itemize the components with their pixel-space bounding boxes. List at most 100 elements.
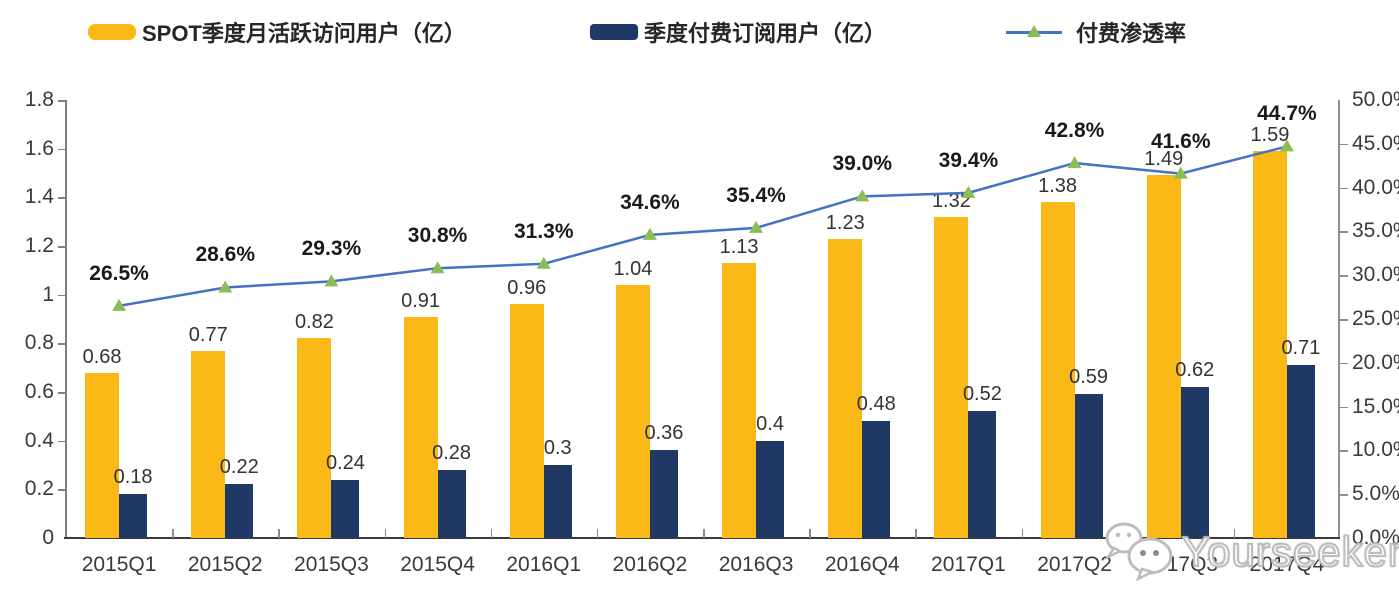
mau-bar-label: 1.38 — [1038, 175, 1078, 198]
subscribers-bar — [225, 484, 254, 538]
subscribers-bar — [862, 421, 891, 538]
x-axis-tick — [596, 529, 599, 538]
right-axis-tick-label: 35.0% — [1352, 219, 1399, 243]
x-axis-tick-label: 2016Q1 — [506, 553, 582, 576]
left-axis-tick-label: 1.2 — [24, 234, 54, 257]
mau-bar-label: 1.59 — [1250, 124, 1290, 147]
penetration-label: 28.6% — [195, 243, 256, 267]
right-axis-tick-label: 30.0% — [1352, 263, 1399, 287]
mau-bar-label: 1.13 — [719, 236, 759, 259]
left-axis-tick-label: 0.2 — [24, 477, 54, 501]
mau-bar — [615, 284, 650, 538]
left-axis-tick — [58, 440, 66, 443]
penetration-label: 31.3% — [513, 219, 574, 243]
subscribers-bar-label: 0.4 — [756, 412, 784, 435]
x-axis-tick-label: 2015Q2 — [187, 553, 263, 576]
penetration-line-swatch — [1006, 25, 1062, 38]
mau-bar — [934, 216, 969, 538]
x-axis-tick — [1127, 529, 1130, 538]
mau-bar — [722, 263, 757, 538]
subscribers-bar-label: 0.71 — [1281, 337, 1321, 360]
right-axis-tick-label: 40.0% — [1352, 175, 1399, 199]
right-axis-tick-label: 15.0% — [1352, 394, 1399, 418]
x-axis-tick-label: 2015Q3 — [294, 553, 369, 576]
left-axis-tick — [58, 489, 66, 491]
left-axis-tick-label: 1.8 — [24, 88, 54, 111]
mau-bar-label: 1.32 — [931, 189, 971, 212]
legend-label-mau: SPOT季度月活跃访问用户（亿） — [142, 21, 466, 46]
right-axis-tick — [1340, 494, 1348, 496]
penetration-label: 41.6% — [1150, 129, 1211, 153]
left-axis-tick-label: 0 — [42, 526, 54, 549]
right-axis-tick-label: 5.0% — [1352, 482, 1399, 506]
right-axis-tick — [1340, 319, 1348, 321]
x-axis-tick — [490, 529, 493, 538]
legend-item-penetration: 付费渗透率 — [1006, 16, 1186, 48]
x-axis-tick — [384, 529, 386, 538]
left-axis-tick — [58, 392, 66, 394]
subscribers-bar-label: 0.18 — [113, 466, 153, 489]
subscribers-bar — [1180, 387, 1209, 538]
subscribers-bar-label: 0.59 — [1069, 366, 1109, 389]
subscribers-series-swatch — [590, 24, 638, 40]
left-axis-line — [65, 100, 67, 538]
mau-bar — [828, 238, 863, 538]
subscribers-bar — [1074, 394, 1103, 538]
legend-label-subscribers: 季度付费订阅用户（亿） — [644, 21, 887, 46]
right-axis-tick — [1340, 143, 1348, 146]
mau-bar-label: 0.82 — [294, 311, 334, 334]
subscribers-bar-label: 0.62 — [1175, 359, 1215, 382]
subscribers-bar-label: 0.28 — [432, 441, 472, 464]
right-axis-tick-label: 25.0% — [1352, 307, 1399, 330]
right-axis-tick-label: 10.0% — [1352, 438, 1399, 462]
x-axis-tick — [703, 529, 705, 538]
penetration-label: 35.4% — [726, 183, 786, 207]
subscribers-bar-label: 0.36 — [644, 422, 684, 445]
penetration-label: 26.5% — [89, 261, 149, 285]
x-axis-tick-label: 2015Q1 — [81, 553, 157, 576]
x-axis-tick-label: 2016Q3 — [718, 553, 794, 576]
legend-item-mau: SPOT季度月活跃访问用户（亿） — [88, 16, 466, 48]
left-axis-tick-label: 0.8 — [24, 331, 54, 355]
subscribers-bar — [968, 411, 997, 538]
plot-area: 0.68 0.18 26.5% 0.77 0.22 28.6% 0.82 0.24 29.3% 0… — [66, 100, 1340, 538]
x-axis-tick — [1021, 529, 1023, 538]
mau-bar — [509, 304, 544, 538]
mau-bar-label: 1.04 — [613, 257, 653, 280]
right-axis-tick — [1340, 231, 1348, 233]
left-axis-tick-label: 0.4 — [24, 428, 54, 452]
x-axis-tick — [1233, 529, 1236, 538]
right-axis-tick — [1340, 275, 1348, 277]
left-axis-tick — [58, 100, 66, 102]
x-axis-tick-label: 2017Q1 — [931, 553, 1006, 576]
subscribers-bar — [437, 469, 466, 538]
x-axis-tick — [278, 529, 280, 538]
x-axis-line — [64, 537, 1340, 539]
x-axis-tick-label: 2016Q2 — [612, 553, 688, 576]
mau-bar — [1146, 175, 1181, 538]
mau-bar — [1040, 202, 1075, 538]
subscribers-bar — [119, 494, 148, 538]
right-axis-tick — [1340, 187, 1348, 190]
subscribers-bar — [543, 465, 572, 538]
subscribers-bar-label: 0.22 — [219, 456, 259, 479]
mau-bar — [85, 372, 120, 538]
subscribers-bar — [756, 440, 785, 538]
triangle-marker-icon — [1027, 25, 1041, 38]
mau-bar-label: 0.77 — [188, 323, 228, 346]
penetration-label: 34.6% — [620, 190, 680, 214]
x-axis-tick — [915, 529, 917, 538]
penetration-label: 29.3% — [301, 237, 362, 261]
mau-bar — [403, 316, 438, 538]
subscribers-bar — [1286, 365, 1315, 538]
right-axis-line — [1338, 100, 1340, 538]
left-axis-tick-label: 1 — [42, 282, 54, 306]
mau-bar-label: 0.96 — [507, 277, 547, 300]
left-axis-tick — [58, 343, 66, 345]
mau-bar-label: 1.23 — [825, 211, 865, 234]
x-axis-tick-label: 2017Q4 — [1249, 553, 1325, 576]
subscribers-bar-label: 0.52 — [962, 383, 1002, 406]
penetration-label: 42.8% — [1044, 119, 1105, 143]
right-axis-tick — [1340, 450, 1348, 452]
